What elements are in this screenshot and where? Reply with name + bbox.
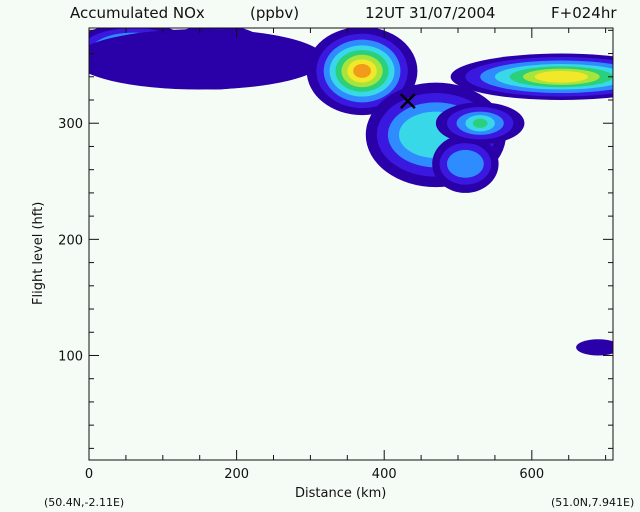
contour-region-blob-east	[450, 53, 613, 100]
y-tick-label: 100	[58, 349, 83, 364]
x-tick-label: 400	[372, 467, 397, 482]
start-point-label: (50.4N,-2.11E)	[44, 496, 124, 509]
tick-layer: 0 200 400 600 100 200 300	[58, 28, 613, 482]
contour-level-4	[472, 118, 488, 128]
contour-level-0	[89, 29, 326, 90]
x-tick-label: 0	[85, 467, 93, 482]
x-tick-label: 200	[224, 467, 249, 482]
contour-region-band-upper-left	[89, 29, 326, 90]
contour-region-plume-main	[306, 28, 418, 116]
x-axis-label: Distance (km)	[295, 486, 386, 501]
marker-x-icon	[399, 93, 416, 110]
y-tick-label: 300	[58, 117, 83, 132]
chart-units: (ppbv)	[250, 4, 299, 22]
time-label: 12UT 31/07/2004	[365, 4, 495, 22]
contour-region-blob-mid-right	[435, 102, 525, 145]
end-point-label: (51.0N,7.941E)	[551, 496, 634, 509]
marker-layer	[399, 93, 416, 110]
contour-region-plume-tail	[432, 134, 499, 193]
contour-level-2	[446, 149, 484, 178]
y-axis-label: Flight level (hft)	[31, 202, 46, 305]
y-tick-label: 200	[58, 233, 83, 248]
plot-frame	[88, 27, 614, 461]
contour-region-blob-low-east	[576, 339, 613, 356]
contour-level-0	[576, 339, 613, 356]
contour-level-7	[353, 64, 371, 78]
x-tick-label: 600	[519, 467, 544, 482]
contour-level-6	[534, 70, 588, 83]
chart-title: Accumulated NOx	[70, 4, 205, 22]
contour-layer	[89, 28, 613, 356]
forecast-label: F+024hr	[551, 4, 617, 22]
